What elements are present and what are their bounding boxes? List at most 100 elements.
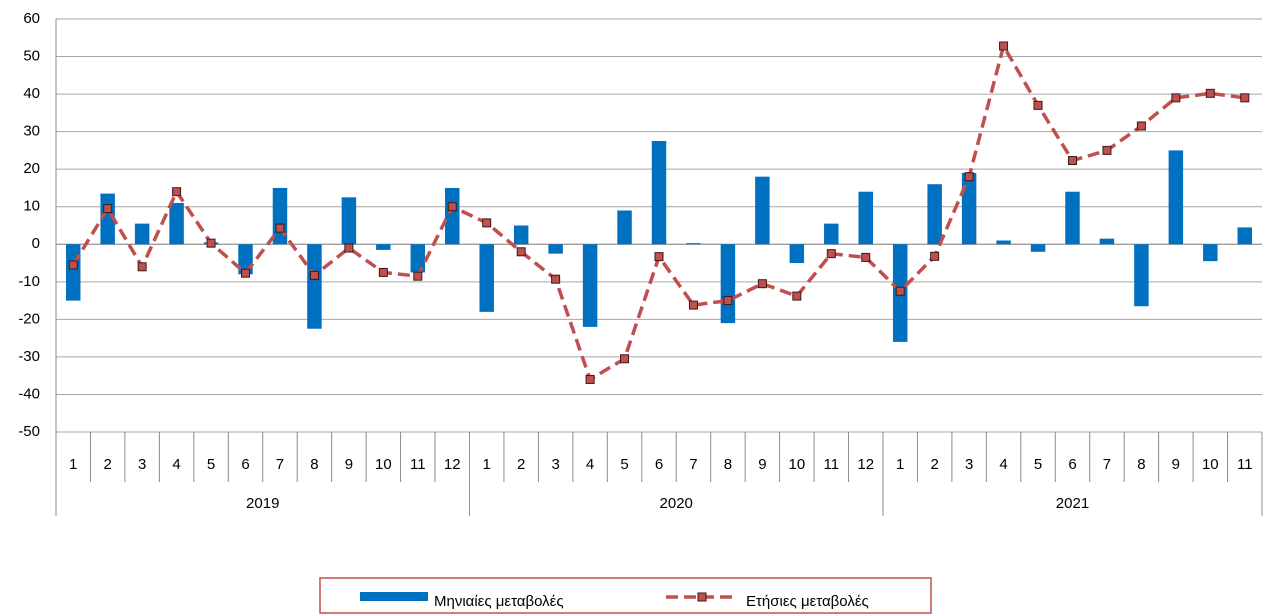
line-marker: [688, 300, 698, 310]
x-tick-label: 10: [375, 456, 392, 473]
y-tick-label: 60: [23, 10, 40, 27]
bar: [582, 244, 598, 327]
line-marker: [103, 204, 113, 214]
line-marker: [1205, 88, 1215, 98]
bar: [789, 244, 805, 264]
x-tick-label: 1: [896, 456, 904, 473]
bar: [651, 141, 667, 245]
x-tick-label: 6: [241, 456, 249, 473]
y-tick-label: 30: [23, 123, 40, 140]
x-tick-label: 4: [999, 456, 1007, 473]
bar: [686, 243, 701, 245]
x-tick-label: 5: [207, 456, 215, 473]
x-tick-label: 3: [138, 456, 146, 473]
group-label: 2020: [660, 495, 693, 512]
line-marker: [654, 252, 664, 262]
x-tick-label: 6: [1068, 456, 1076, 473]
line-marker: [930, 251, 940, 261]
line-marker: [861, 252, 871, 262]
line-marker: [172, 187, 182, 197]
x-tick-label: 1: [69, 456, 77, 473]
x-tick-label: 12: [857, 456, 874, 473]
group-label: 2019: [246, 495, 279, 512]
line-marker: [413, 271, 423, 281]
line-marker: [620, 354, 630, 364]
bar: [1099, 238, 1115, 245]
line-marker: [757, 279, 767, 289]
bar: [307, 244, 322, 329]
bar: [65, 244, 81, 301]
bar: [1203, 244, 1218, 262]
legend-label: Μηνιαίες μεταβολές: [434, 593, 564, 610]
x-tick-label: 8: [1137, 456, 1145, 473]
line-marker: [1171, 93, 1181, 103]
x-tick-label: 3: [551, 456, 559, 473]
y-tick-label: -10: [18, 273, 40, 290]
bar: [376, 244, 391, 250]
line-marker: [1033, 100, 1043, 110]
legend-swatch: [360, 592, 428, 601]
bar: [1168, 150, 1184, 245]
x-tick-label: 11: [1237, 456, 1253, 473]
x-tick-label: 11: [410, 456, 426, 473]
x-tick-label: 5: [1034, 456, 1042, 473]
line-marker: [964, 172, 974, 182]
line-marker: [792, 291, 802, 301]
line-marker: [309, 270, 319, 280]
bar: [927, 184, 942, 245]
y-tick-label: 0: [32, 235, 40, 252]
bar: [858, 191, 873, 245]
line-marker: [447, 202, 457, 212]
line-marker: [723, 296, 733, 306]
y-tick-label: 20: [23, 160, 40, 177]
bar: [341, 197, 357, 245]
bar: [1237, 227, 1253, 245]
x-tick-label: 7: [1103, 456, 1111, 473]
bar: [996, 240, 1011, 245]
x-tick-label: 4: [586, 456, 594, 473]
x-tick-label: 9: [1172, 456, 1180, 473]
y-tick-label: 50: [23, 48, 40, 65]
bar: [479, 244, 494, 312]
bar: [961, 172, 977, 245]
bar: [824, 223, 839, 245]
y-tick-label: -40: [18, 385, 40, 402]
bar: [410, 244, 426, 273]
bar: [169, 202, 184, 245]
x-tick-label: 3: [965, 456, 973, 473]
y-tick-label: -20: [18, 310, 40, 327]
group-label: 2021: [1056, 495, 1089, 512]
line-marker: [1067, 156, 1077, 166]
y-tick-label: -30: [18, 348, 40, 365]
line-marker: [1102, 145, 1112, 155]
line-marker: [344, 243, 354, 253]
bar: [134, 223, 150, 245]
x-tick-label: 7: [689, 456, 697, 473]
y-tick-label: 40: [23, 85, 40, 102]
x-tick-label: 2: [930, 456, 938, 473]
legend-marker: [697, 592, 707, 602]
line-marker: [826, 249, 836, 259]
line-marker: [137, 262, 147, 272]
line-marker: [241, 268, 251, 278]
x-tick-label: 2: [517, 456, 525, 473]
bar: [720, 244, 736, 324]
bar: [755, 176, 770, 245]
line-marker: [275, 223, 285, 233]
x-tick-label: 9: [758, 456, 766, 473]
x-tick-label: 9: [345, 456, 353, 473]
x-tick-label: 10: [788, 456, 805, 473]
x-tick-label: 11: [823, 456, 839, 473]
bar: [1030, 244, 1046, 252]
line-marker: [516, 247, 526, 257]
line-marker: [895, 286, 905, 296]
x-tick-label: 5: [620, 456, 628, 473]
bar: [513, 225, 529, 245]
y-tick-label: -50: [18, 423, 40, 440]
bar: [1134, 244, 1149, 307]
x-tick-label: 6: [655, 456, 663, 473]
line-marker: [68, 260, 78, 270]
line-marker: [585, 374, 595, 384]
x-tick-label: 8: [724, 456, 732, 473]
